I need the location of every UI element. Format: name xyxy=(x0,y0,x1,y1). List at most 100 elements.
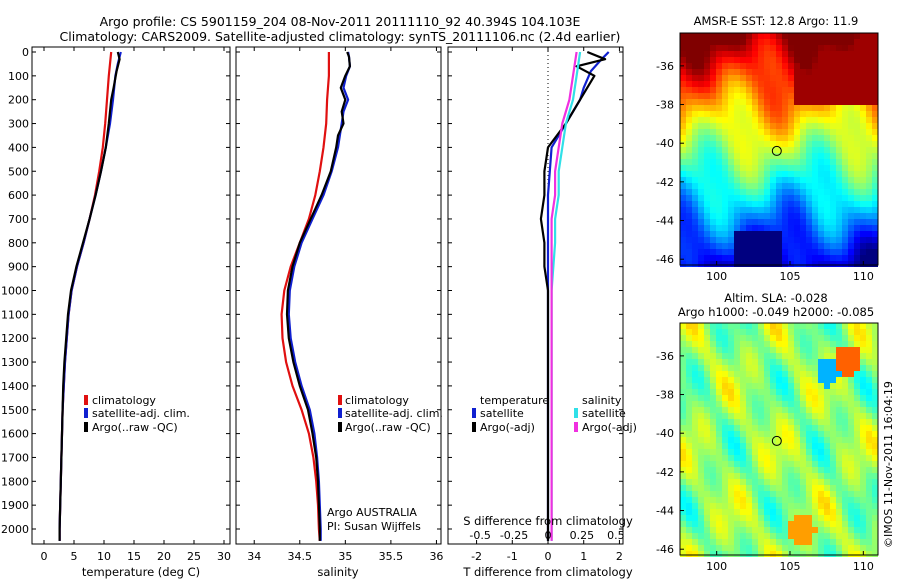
difference-plot-area xyxy=(539,47,610,544)
sst-cell xyxy=(686,255,692,261)
sst-cell xyxy=(818,117,824,123)
sla-cell xyxy=(704,455,710,461)
sla-cell xyxy=(776,401,782,407)
sla-cell xyxy=(854,479,860,485)
sst-cell xyxy=(770,231,776,237)
sst-cell xyxy=(842,141,848,147)
sst-cell xyxy=(860,123,866,129)
salinity-legend: climatology satellite-adj. clim. Argo(..… xyxy=(338,394,443,434)
sla-cell xyxy=(872,509,878,515)
sla-cell xyxy=(716,353,722,359)
ytick-label: 1100 xyxy=(1,308,29,321)
sst-cell xyxy=(704,159,710,165)
sla-cell xyxy=(770,377,776,383)
sla-cell xyxy=(872,479,878,485)
sla-cell xyxy=(692,365,698,371)
sla-cell xyxy=(842,389,848,395)
sla-cell xyxy=(806,515,812,521)
sst-cell xyxy=(830,165,836,171)
sst-cell xyxy=(818,243,824,249)
sla-cell xyxy=(764,437,770,443)
sla-cell xyxy=(740,413,746,419)
sla-cell xyxy=(722,545,728,551)
sla-cell xyxy=(734,539,740,545)
sst-cell xyxy=(836,231,842,237)
sla-cell xyxy=(854,449,860,455)
sst-cell xyxy=(794,147,800,153)
sst-cell xyxy=(704,183,710,189)
sla-cell xyxy=(860,515,866,521)
sla-cell xyxy=(680,419,686,425)
sla-cell xyxy=(686,515,692,521)
sla-cell xyxy=(722,449,728,455)
series-line-1 xyxy=(58,51,122,541)
sst-cell xyxy=(866,51,872,57)
sst-cell xyxy=(788,117,794,123)
sst-cell xyxy=(872,159,878,165)
sst-cell xyxy=(830,129,836,135)
sla-cell xyxy=(800,497,806,503)
sla-cell xyxy=(692,389,698,395)
sst-cell xyxy=(698,123,704,129)
sst-cell xyxy=(872,93,878,99)
sla-cell xyxy=(860,533,866,539)
sst-cell xyxy=(788,99,794,105)
sst-cell xyxy=(824,81,830,87)
sla-cell xyxy=(692,419,698,425)
sst-cell xyxy=(710,51,716,57)
sla-cell xyxy=(860,419,866,425)
sla-cell xyxy=(740,515,746,521)
sst-cell xyxy=(830,213,836,219)
sst-cell xyxy=(764,159,770,165)
sla-cell xyxy=(692,425,698,431)
sla-cell xyxy=(812,509,818,515)
sst-cell xyxy=(860,99,866,105)
sst-cell xyxy=(770,237,776,243)
sst-cell xyxy=(752,165,758,171)
sst-cell xyxy=(794,171,800,177)
sst-cell xyxy=(710,45,716,51)
sst-cell xyxy=(734,123,740,129)
sla-cell xyxy=(824,485,830,491)
sla-cell xyxy=(812,485,818,491)
sla-cell xyxy=(734,329,740,335)
sla-cell xyxy=(782,383,788,389)
sla-cell xyxy=(716,455,722,461)
sst-cell xyxy=(734,39,740,45)
sla-cell xyxy=(872,449,878,455)
sst-cell xyxy=(866,111,872,117)
sst-cell xyxy=(734,231,740,237)
sst-cell xyxy=(854,87,860,93)
sst-cell xyxy=(722,189,728,195)
sla-cell xyxy=(698,479,704,485)
sst-cell xyxy=(854,63,860,69)
sla-cell xyxy=(842,473,848,479)
sst-cell xyxy=(830,195,836,201)
sst-cell xyxy=(728,81,734,87)
sla-cell xyxy=(734,431,740,437)
sla-cell xyxy=(752,335,758,341)
sst-cell xyxy=(842,249,848,255)
sla-cell xyxy=(788,407,794,413)
sla-cell xyxy=(728,413,734,419)
sla-cell xyxy=(746,491,752,497)
sla-cell xyxy=(842,533,848,539)
sla-cell xyxy=(806,539,812,545)
sst-cell xyxy=(872,177,878,183)
sst-cell xyxy=(686,45,692,51)
sla-cell xyxy=(782,509,788,515)
sst-cell xyxy=(800,207,806,213)
sla-cell xyxy=(782,479,788,485)
sst-cell xyxy=(800,117,806,123)
sla-cell xyxy=(722,461,728,467)
sla-cell xyxy=(800,341,806,347)
sst-cell xyxy=(716,195,722,201)
sla-cell xyxy=(782,545,788,551)
sla-cell xyxy=(758,485,764,491)
sst-cell xyxy=(854,189,860,195)
sla-cell xyxy=(734,395,740,401)
sst-cell xyxy=(836,255,842,261)
sst-cell xyxy=(818,75,824,81)
sst-cell xyxy=(818,99,824,105)
ytick-label: 1300 xyxy=(1,356,29,369)
